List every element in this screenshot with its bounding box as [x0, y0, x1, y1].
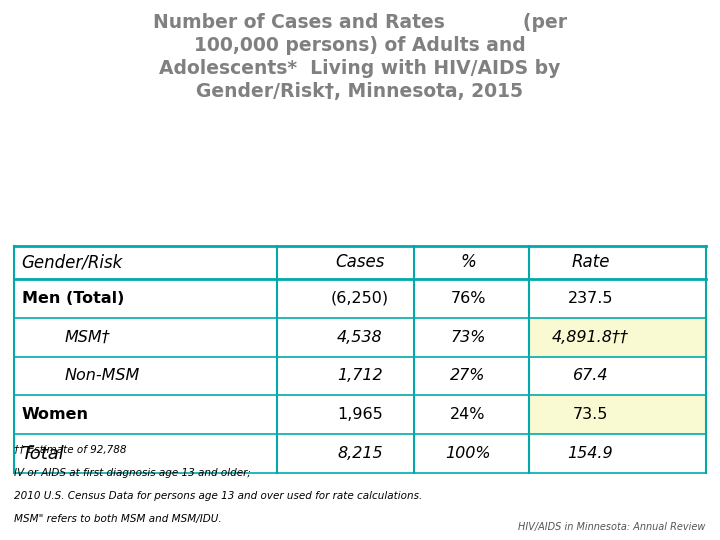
Text: 2010 U.S. Census Data for persons age 13 and over used for rate calculations.: 2010 U.S. Census Data for persons age 13…: [14, 491, 423, 501]
Text: Rate: Rate: [571, 253, 610, 271]
FancyBboxPatch shape: [529, 395, 706, 434]
Text: (6,250): (6,250): [331, 291, 389, 306]
Text: %: %: [460, 253, 476, 271]
Text: 24%: 24%: [450, 407, 486, 422]
Text: Women: Women: [22, 407, 89, 422]
Text: 73.5: 73.5: [572, 407, 608, 422]
Text: †† Estimate of 92,788: †† Estimate of 92,788: [14, 446, 127, 456]
Text: 237.5: 237.5: [567, 291, 613, 306]
Text: 27%: 27%: [450, 368, 486, 383]
Text: Total: Total: [22, 445, 64, 463]
Text: 1,965: 1,965: [337, 407, 383, 422]
Text: Non-MSM: Non-MSM: [65, 368, 140, 383]
Text: 76%: 76%: [450, 291, 486, 306]
Text: MSM†: MSM†: [65, 329, 110, 345]
Text: Gender/Risk: Gender/Risk: [22, 253, 123, 271]
Text: 4,538: 4,538: [337, 329, 383, 345]
Text: Men (Total): Men (Total): [22, 291, 124, 306]
Text: HIV/AIDS in Minnesota: Annual Review: HIV/AIDS in Minnesota: Annual Review: [518, 522, 706, 532]
Text: 8,215: 8,215: [337, 446, 383, 461]
Text: IV or AIDS at first diagnosis age 13 and older;: IV or AIDS at first diagnosis age 13 and…: [14, 468, 251, 478]
Text: 1,712: 1,712: [337, 368, 383, 383]
Text: 100%: 100%: [445, 446, 491, 461]
FancyBboxPatch shape: [529, 318, 706, 356]
Text: 154.9: 154.9: [567, 446, 613, 461]
Text: Number of Cases and Rates            (per
100,000 persons) of Adults and
Adolesc: Number of Cases and Rates (per 100,000 p…: [153, 14, 567, 101]
Text: 67.4: 67.4: [572, 368, 608, 383]
Text: Cases: Cases: [336, 253, 384, 271]
Text: 73%: 73%: [450, 329, 486, 345]
Text: MSM" refers to both MSM and MSM/IDU.: MSM" refers to both MSM and MSM/IDU.: [14, 514, 222, 524]
Text: 4,891.8††: 4,891.8††: [552, 329, 629, 345]
